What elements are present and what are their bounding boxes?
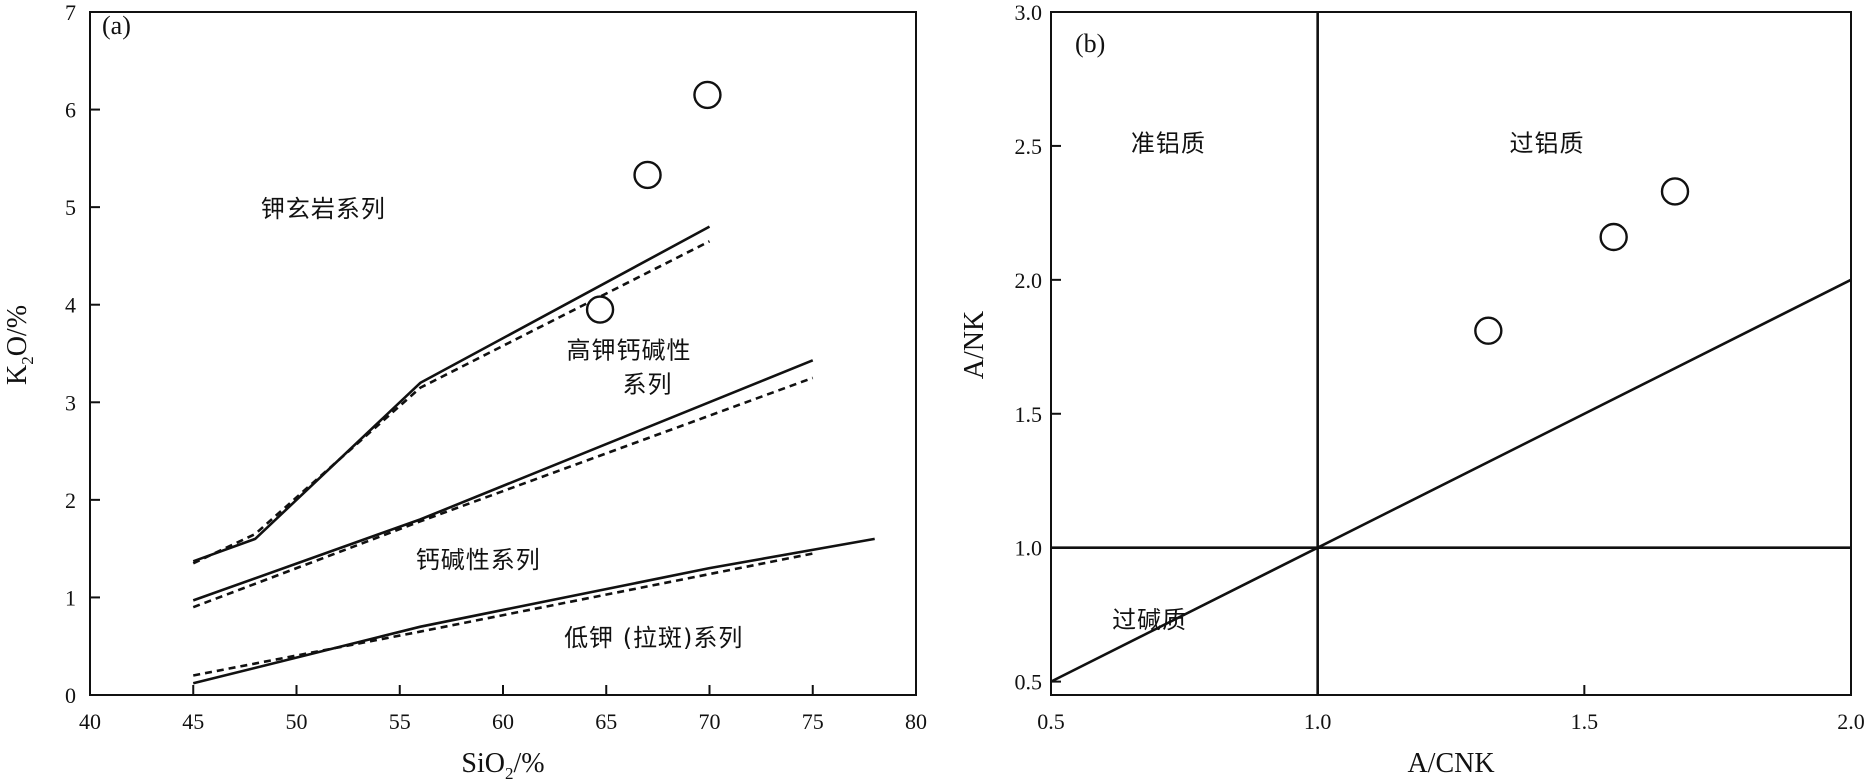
a-xtick-label: 55 xyxy=(389,709,411,734)
a-data-point-2 xyxy=(633,160,662,190)
b-ytick-label: 3.0 xyxy=(1015,0,1043,25)
a-xtick-label: 70 xyxy=(699,709,721,734)
a-region-label-3: 系列 xyxy=(623,371,673,399)
a-xtick-label: 80 xyxy=(905,709,927,734)
a-ytick-label: 0 xyxy=(65,683,76,708)
b-xtick-label: 1.5 xyxy=(1571,709,1599,734)
panel-b-frame xyxy=(1050,11,1852,696)
a-xtick-label: 75 xyxy=(802,709,824,734)
b-xtick-label: 1.0 xyxy=(1304,709,1332,734)
a-boundary-solid-3 xyxy=(192,537,875,685)
a-boundary-solid-1 xyxy=(192,225,711,563)
b-data-point-3 xyxy=(1660,177,1690,206)
panel-b-acnk-ank: (b) 0.5 1.0 1.5 2.0 0.51.01.52.02.53.0 准铝质过… xyxy=(959,0,1865,779)
a-boundary-solid-2 xyxy=(192,359,814,602)
b-region-label-3: 过碱质 xyxy=(1112,606,1187,634)
a-data-point-3 xyxy=(693,80,722,110)
a-xtick-label: 40 xyxy=(79,709,101,734)
panel-a-label: (a) xyxy=(102,11,131,40)
a-boundary-dashed-2 xyxy=(192,376,814,609)
panel-b-x-axis-title: A/CNK xyxy=(1407,748,1494,779)
a-xtick-label: 45 xyxy=(182,709,204,734)
panel-a-y-axis-title: K2O/% xyxy=(2,305,37,385)
b-ytick-label: 0.5 xyxy=(1015,670,1043,695)
b-ytick-label: 2.5 xyxy=(1015,134,1043,159)
b-ytick-label: 1.0 xyxy=(1015,536,1043,561)
a-ytick-label: 5 xyxy=(65,195,76,220)
b-region-label-2: 过铝质 xyxy=(1510,129,1585,157)
b-boundary-line-3 xyxy=(1050,278,1852,683)
a-region-label-1: 钾玄岩系列 xyxy=(261,195,386,223)
a-ytick-label: 2 xyxy=(65,488,76,513)
a-ytick-label: 6 xyxy=(65,98,76,123)
a-ytick-label: 1 xyxy=(65,585,76,610)
b-ytick-label: 1.5 xyxy=(1015,402,1043,427)
b-data-point-2 xyxy=(1599,222,1628,252)
a-ytick-label: 4 xyxy=(65,293,76,318)
a-region-label-5: 低钾 (拉斑)系列 xyxy=(564,624,743,652)
b-xtick-label: 0.5 xyxy=(1037,709,1065,734)
a-boundary-dashed-1 xyxy=(192,240,711,565)
a-xtick-label: 50 xyxy=(286,709,308,734)
a-xtick-label: 65 xyxy=(595,709,617,734)
a-xtick-label: 60 xyxy=(492,709,514,734)
a-data-point-1 xyxy=(585,295,615,324)
a-boundary-dashed-3 xyxy=(193,552,814,677)
a-region-label-4: 钙碱性系列 xyxy=(416,546,541,574)
panel-b-label: (b) xyxy=(1075,29,1105,58)
a-region-label-2: 高钾钙碱性 xyxy=(566,336,691,364)
b-region-label-1: 准铝质 xyxy=(1131,129,1206,157)
a-ytick-label: 3 xyxy=(65,390,76,415)
panel-a-x-axis-title: SiO2/% xyxy=(461,748,544,781)
b-ytick-label: 2.0 xyxy=(1015,268,1043,293)
b-xtick-label: 2.0 xyxy=(1837,709,1865,734)
panel-b-y-axis-title: A/NK xyxy=(959,311,990,379)
a-ytick-label: 7 xyxy=(65,0,76,25)
b-data-point-1 xyxy=(1474,316,1503,345)
